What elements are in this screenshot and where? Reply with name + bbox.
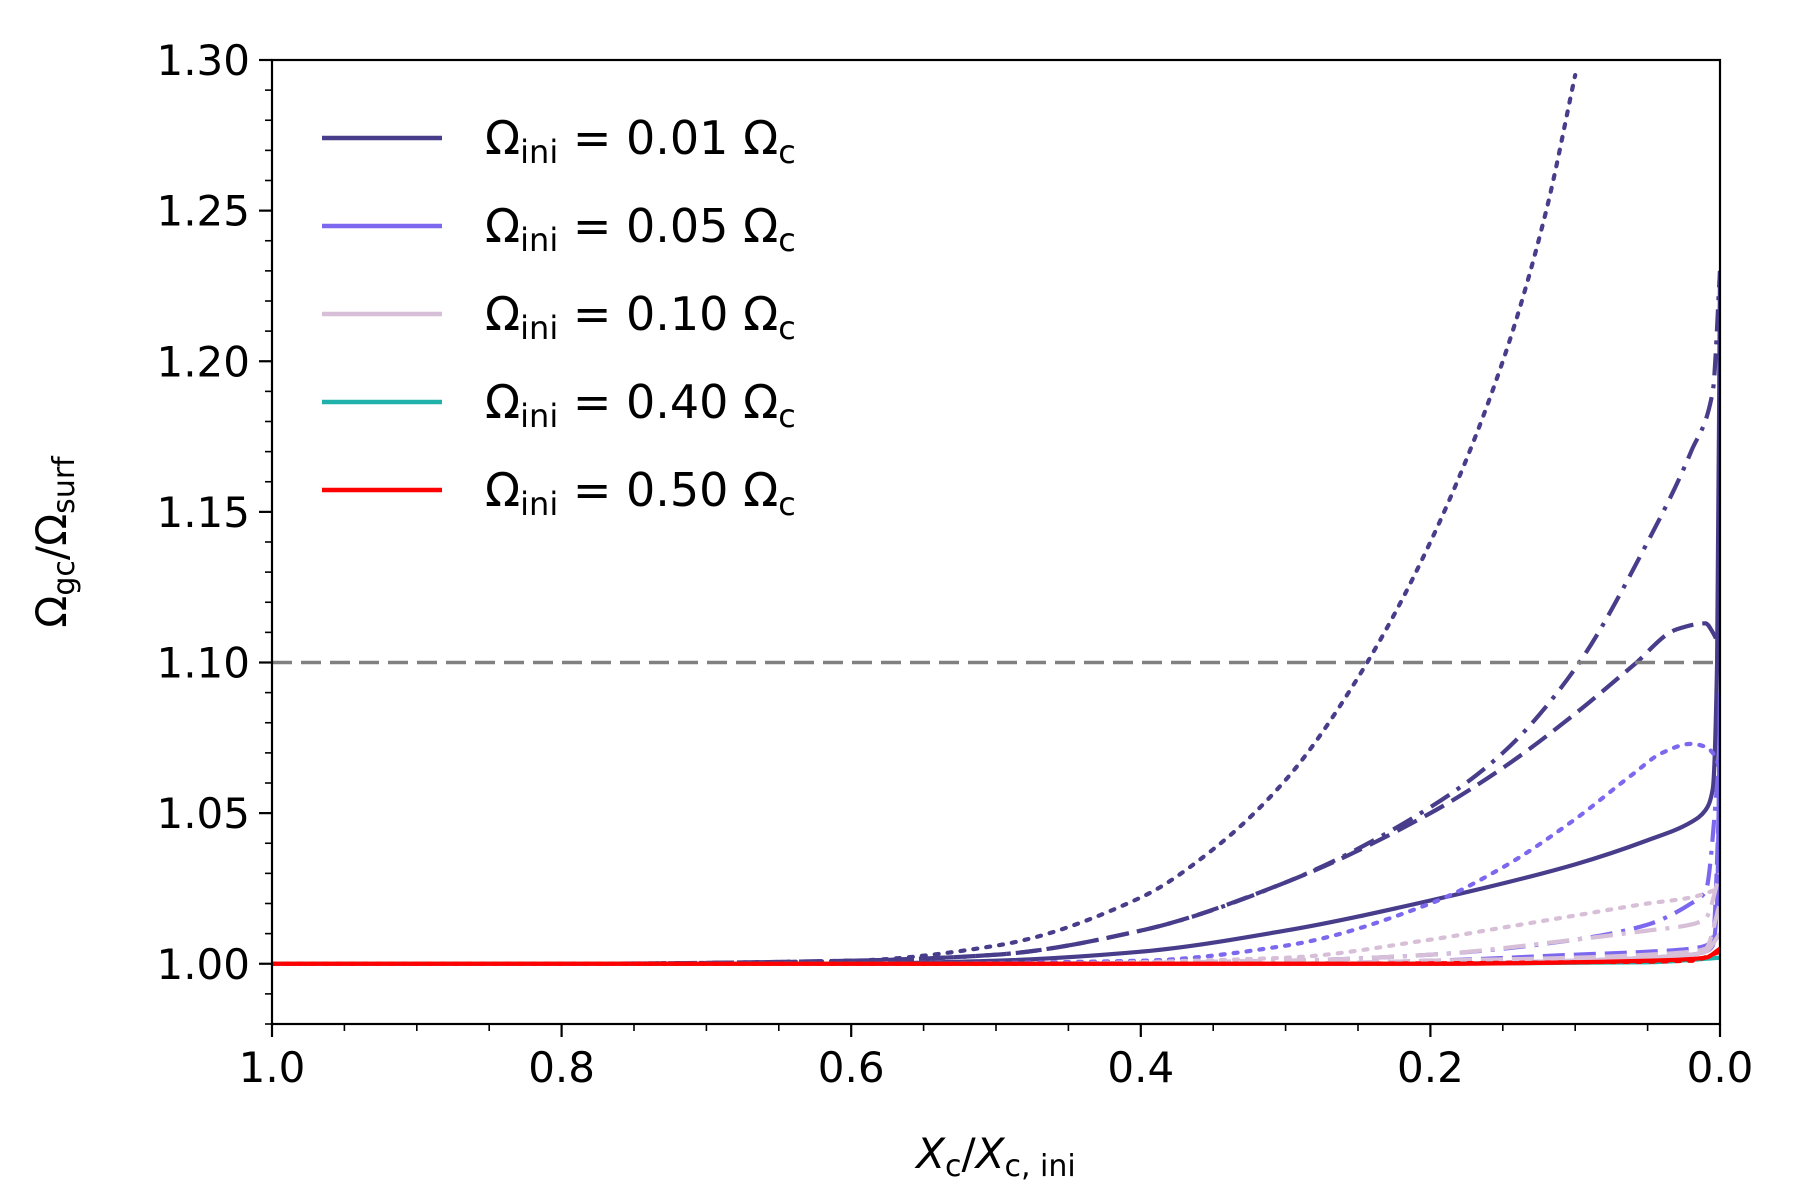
y-tick-label: 1.10 xyxy=(156,639,250,688)
y-axis-label-sub: gc xyxy=(47,560,82,596)
x-axis-label-sub: c xyxy=(945,1149,962,1184)
y-axis-ticks: 1.00 1.05 1.10 1.15 1.20 1.25 1.30 xyxy=(156,36,272,1025)
legend-label: Ωini = 0.01 Ωc xyxy=(485,111,796,171)
x-axis-label-slash: / xyxy=(962,1129,977,1178)
y-axis-label-den-sub: surf xyxy=(47,455,82,514)
legend-label: Ωini = 0.05 Ωc xyxy=(485,199,796,259)
y-tick-label: 1.30 xyxy=(156,36,250,85)
x-tick-label: 0.4 xyxy=(1107,1043,1174,1092)
x-axis-label-den-sub: c, ini xyxy=(1004,1149,1075,1184)
y-axis-label-main: Ω xyxy=(27,596,76,628)
y-tick-label: 1.25 xyxy=(156,187,250,236)
x-axis-label: Xc/Xc, ini xyxy=(914,1129,1075,1184)
x-axis-label-main: X xyxy=(914,1129,946,1178)
y-axis-label-den: Ω xyxy=(27,514,76,546)
legend-label: Ωini = 0.40 Ωc xyxy=(485,375,796,435)
y-axis-label: Ωgc/Ωsurf xyxy=(27,455,82,628)
series-line-11 xyxy=(272,872,1720,966)
y-tick-label: 1.00 xyxy=(156,940,250,989)
x-axis-ticks: 1.0 0.8 0.6 0.4 0.2 0.0 xyxy=(239,1024,1754,1092)
x-axis-label-den: X xyxy=(974,1129,1006,1178)
legend-label: Ωini = 0.10 Ωc xyxy=(485,287,796,347)
x-tick-label: 0.0 xyxy=(1687,1043,1754,1092)
y-tick-label: 1.20 xyxy=(156,337,250,386)
legend-label: Ωini = 0.50 Ωc xyxy=(485,463,796,523)
x-tick-label: 0.8 xyxy=(528,1043,595,1092)
x-tick-label: 0.6 xyxy=(818,1043,885,1092)
svg-text:Ωgc/Ωsurf: Ωgc/Ωsurf xyxy=(27,455,82,628)
legend: Ωini = 0.01 Ωc Ωini = 0.05 Ωc Ωini = 0.10 … xyxy=(322,111,796,523)
y-tick-label: 1.15 xyxy=(156,488,250,537)
y-axis-label-slash: / xyxy=(27,545,76,560)
y-tick-label: 1.05 xyxy=(156,789,250,838)
series-layer xyxy=(272,72,1720,966)
series-line-3 xyxy=(272,270,1720,966)
series-line-15 xyxy=(272,949,1720,966)
x-tick-label: 1.0 xyxy=(239,1043,306,1092)
svg-text:Xc/Xc, ini: Xc/Xc, ini xyxy=(914,1129,1075,1184)
x-tick-label: 0.2 xyxy=(1397,1043,1464,1092)
